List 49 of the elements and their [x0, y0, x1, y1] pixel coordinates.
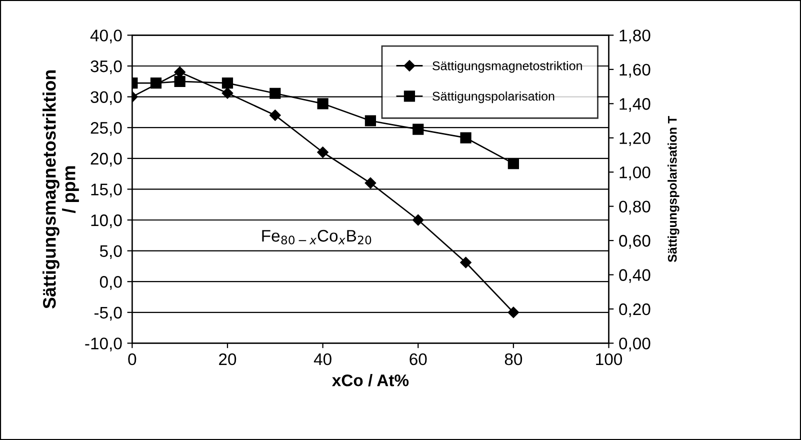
point [508, 306, 520, 318]
point [317, 98, 328, 110]
y2-axis-title: Sättigungspolarisation T [668, 116, 680, 262]
y-tick-label: 30,0 [90, 91, 122, 105]
legend-label: Sättigungsmagnetostriktion [432, 61, 582, 73]
legend-label: Sättigungspolarisation [432, 91, 554, 104]
point [412, 124, 424, 135]
x-tick-label: 40 [314, 353, 332, 366]
point [412, 214, 424, 226]
point [364, 115, 376, 126]
y2-tick-label: 0,00 [619, 338, 650, 352]
y2-tick-label: 1,00 [620, 166, 650, 180]
point [174, 76, 186, 87]
y-tick-label: 20,0 [90, 152, 122, 167]
y2-tick-label: 1,40 [620, 98, 650, 112]
y-tick-label: 0,0 [100, 276, 122, 290]
point [508, 158, 519, 170]
y2-tick-label: 1,60 [620, 64, 650, 78]
annotation: Fe$_{80−x}$Co$_{x}$B$_{20}$ [262, 230, 372, 244]
point [270, 88, 281, 99]
y-axis-title: Sättigungsmagnetostriktion / ppm [42, 70, 79, 309]
x-axis-title: xCo / At% [332, 374, 409, 386]
x-tick-label: 0 [128, 353, 136, 366]
y-tick-label: -5,0 [94, 306, 122, 321]
y-tick-label: 10,0 [91, 214, 122, 228]
y2-tick-label: 1,80 [620, 30, 650, 44]
x-tick-label: 20 [219, 353, 236, 366]
y2-tick-label: 0,40 [619, 269, 650, 283]
y-tick-label: 35,0 [90, 60, 122, 74]
point [270, 110, 281, 121]
point [222, 88, 234, 99]
x-tick-label: 80 [504, 353, 522, 366]
y2-tick-label: 0,60 [619, 234, 650, 249]
point [460, 132, 472, 144]
x-tick-label: 100 [596, 353, 622, 366]
y-tick-label: 5,0 [100, 245, 122, 259]
y2-tick-label: 0,80 [619, 200, 650, 214]
point [222, 78, 234, 89]
point [460, 256, 472, 268]
y2-tick-label: 0,20 [619, 303, 650, 318]
x-tick-label: 60 [410, 353, 427, 366]
point [150, 78, 162, 89]
y2-tick-label: 1,20 [620, 132, 650, 146]
y-tick-label: 15,0 [91, 184, 122, 198]
point [317, 146, 328, 158]
y-tick-label: 40,0 [90, 30, 122, 44]
y-tick-label: -10,0 [85, 338, 122, 352]
y-tick-label: 25,0 [90, 122, 122, 136]
point [364, 177, 376, 189]
